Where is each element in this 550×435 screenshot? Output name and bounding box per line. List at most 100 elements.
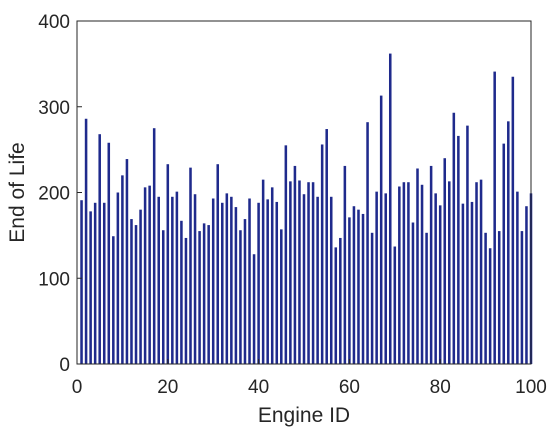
bar-engine-50 bbox=[302, 194, 306, 364]
x-axis-label: Engine ID bbox=[258, 404, 350, 427]
bar-engine-58 bbox=[339, 237, 342, 364]
bar-engine-56 bbox=[329, 196, 333, 364]
x-axis-ticks: 0 20 40 60 80 100 bbox=[72, 359, 547, 398]
bar-engine-80 bbox=[438, 205, 442, 364]
bar-engine-36 bbox=[239, 230, 242, 364]
bar-engine-19 bbox=[161, 230, 165, 364]
bar-engine-54 bbox=[320, 144, 324, 364]
bar-engine-20 bbox=[166, 164, 170, 364]
bar-engine-15 bbox=[143, 187, 147, 364]
bar-engine-94 bbox=[502, 143, 506, 364]
bar-engine-51 bbox=[307, 182, 310, 364]
bar-engine-41 bbox=[261, 179, 265, 364]
bars-group bbox=[80, 53, 533, 365]
bar-engine-53 bbox=[316, 196, 319, 364]
bar-engine-30 bbox=[211, 198, 215, 364]
bar-engine-93 bbox=[497, 231, 501, 364]
y-tick-label: 0 bbox=[59, 355, 70, 376]
bar-engine-27 bbox=[198, 231, 201, 364]
bar-engine-75 bbox=[416, 168, 419, 364]
bar-engine-96 bbox=[511, 76, 515, 365]
bar-engine-67 bbox=[379, 95, 383, 364]
bar-engine-49 bbox=[298, 180, 301, 364]
bar-engine-82 bbox=[448, 181, 451, 364]
bar-engine-89 bbox=[479, 179, 483, 364]
bar-engine-29 bbox=[207, 225, 210, 364]
bar-engine-26 bbox=[193, 194, 197, 364]
bar-engine-17 bbox=[152, 128, 156, 364]
bar-engine-70 bbox=[393, 246, 397, 364]
bar-engine-1 bbox=[80, 200, 83, 364]
bar-engine-85 bbox=[461, 203, 465, 364]
bar-engine-87 bbox=[470, 201, 474, 364]
bar-engine-13 bbox=[134, 225, 138, 364]
bar-engine-84 bbox=[457, 135, 460, 364]
bar-engine-5 bbox=[98, 134, 101, 364]
bar-engine-95 bbox=[507, 121, 510, 364]
bar-engine-68 bbox=[384, 193, 387, 364]
bar-engine-97 bbox=[516, 191, 519, 364]
bar-engine-81 bbox=[443, 158, 447, 364]
bar-engine-35 bbox=[234, 207, 238, 364]
y-tick-label: 400 bbox=[38, 12, 70, 33]
bar-engine-73 bbox=[407, 182, 410, 364]
bar-engine-14 bbox=[139, 209, 142, 364]
bar-engine-16 bbox=[148, 185, 151, 364]
x-tick-label: 100 bbox=[515, 377, 547, 398]
bar-engine-48 bbox=[293, 165, 297, 364]
bar-engine-90 bbox=[484, 232, 487, 364]
bar-engine-63 bbox=[361, 213, 365, 364]
x-tick-label: 20 bbox=[157, 377, 178, 398]
y-tick-label: 100 bbox=[38, 269, 70, 290]
bar-engine-46 bbox=[284, 145, 288, 364]
bar-engine-83 bbox=[452, 112, 456, 364]
bar-engine-11 bbox=[125, 159, 129, 364]
y-tick-label: 300 bbox=[38, 98, 70, 119]
bar-engine-78 bbox=[429, 165, 433, 364]
bar-engine-61 bbox=[352, 206, 356, 364]
bar-engine-62 bbox=[357, 209, 360, 364]
bar-engine-18 bbox=[157, 196, 160, 364]
y-axis-ticks: 0 100 200 300 400 bbox=[38, 12, 82, 376]
bar-engine-3 bbox=[89, 211, 92, 364]
bar-engine-25 bbox=[189, 167, 192, 364]
bar-engine-72 bbox=[402, 182, 406, 364]
bar-engine-4 bbox=[93, 202, 97, 364]
bar-engine-6 bbox=[102, 202, 106, 364]
x-tick-label: 0 bbox=[72, 377, 83, 398]
bar-engine-38 bbox=[248, 198, 251, 364]
bar-engine-74 bbox=[411, 222, 415, 364]
bar-engine-34 bbox=[230, 196, 233, 364]
bar-engine-40 bbox=[257, 202, 260, 364]
bar-engine-91 bbox=[488, 248, 492, 364]
bar-engine-12 bbox=[130, 219, 133, 364]
bar-engine-10 bbox=[121, 175, 124, 364]
bar-engine-88 bbox=[475, 182, 478, 364]
bar-engine-57 bbox=[334, 247, 338, 364]
bar-engine-23 bbox=[180, 220, 183, 364]
bar-engine-76 bbox=[420, 184, 424, 364]
bar-engine-69 bbox=[388, 53, 392, 364]
bar-engine-39 bbox=[252, 254, 256, 364]
bar-engine-44 bbox=[275, 201, 279, 364]
x-tick-label: 80 bbox=[430, 377, 451, 398]
bar-engine-43 bbox=[270, 187, 274, 364]
bar-engine-47 bbox=[289, 181, 292, 364]
bar-engine-98 bbox=[520, 231, 524, 364]
bar-engine-65 bbox=[370, 232, 374, 364]
bar-engine-7 bbox=[107, 142, 111, 364]
bar-engine-79 bbox=[434, 193, 437, 364]
bar-engine-2 bbox=[84, 118, 88, 364]
bar-engine-22 bbox=[175, 191, 179, 364]
bar-engine-86 bbox=[466, 125, 469, 365]
bar-engine-66 bbox=[375, 191, 378, 364]
x-tick-label: 40 bbox=[248, 377, 269, 398]
bar-engine-32 bbox=[221, 202, 224, 364]
bar-engine-52 bbox=[311, 182, 315, 364]
bar-engine-8 bbox=[112, 236, 115, 364]
bar-engine-21 bbox=[171, 196, 174, 364]
bar-engine-92 bbox=[493, 71, 496, 364]
bar-engine-28 bbox=[202, 223, 206, 364]
bar-engine-60 bbox=[348, 217, 351, 364]
bar-engine-59 bbox=[343, 165, 347, 364]
